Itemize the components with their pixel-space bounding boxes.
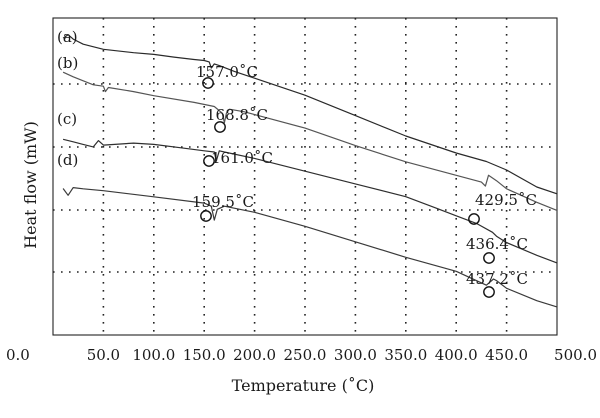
annotation-label: 159.5˚C	[192, 193, 254, 211]
annotation-marker	[468, 213, 480, 225]
annotation-label: 436.4˚C	[466, 235, 528, 253]
series-line	[62, 138, 558, 264]
annotation-label: 168.8˚C	[206, 106, 268, 124]
grid	[53, 18, 557, 335]
series-label: (d)	[57, 151, 78, 169]
annotation-label: 161.0˚C	[211, 149, 273, 167]
x-tick-label: 250.0	[284, 346, 327, 364]
series-label: (c)	[57, 110, 77, 128]
annotation-labels: 157.0˚C 168.8˚C 161.0˚C 159.5˚C 429.5˚C 436.4…	[192, 63, 537, 288]
annotation-label: 437.2˚C	[466, 270, 528, 288]
x-tick-label: 350.0	[384, 346, 427, 364]
series-label: (b)	[57, 54, 78, 72]
x-tick-label: 0.0	[6, 346, 30, 364]
x-tick-label: 500.0	[554, 346, 597, 364]
annotation-marker	[483, 252, 495, 264]
series-label: (a)	[57, 28, 78, 46]
x-axis-title: Temperature (˚C)	[232, 376, 375, 395]
x-tick-label: 450.0	[485, 346, 528, 364]
series-line	[62, 34, 558, 195]
curve-labels: (a) (b) (c) (d)	[57, 28, 78, 169]
x-tick-label: 200.0	[233, 346, 276, 364]
x-tick-label: 50.0	[87, 346, 120, 364]
annotation-label: 157.0˚C	[196, 63, 258, 81]
annotation-marker	[202, 77, 214, 89]
plot-border	[52, 17, 558, 336]
annotation-marker	[483, 286, 495, 298]
series-line	[62, 187, 558, 308]
annotation-marker	[214, 121, 226, 133]
x-tick-label: 400.0	[435, 346, 478, 364]
y-axis-title: Heat flow (mW)	[21, 121, 40, 249]
x-tick-label: 300.0	[334, 346, 377, 364]
x-tick-label: 100.0	[132, 346, 175, 364]
series-group	[62, 34, 558, 308]
annotation-marker	[203, 155, 215, 167]
annotation-marker	[200, 210, 212, 222]
annotation-markers	[200, 77, 495, 298]
x-tick-labels: 0.0 50.0 100.0 150.0 200.0 250.0 300.0 350.0 400…	[6, 346, 597, 364]
series-line	[62, 71, 558, 211]
annotation-label: 429.5˚C	[475, 191, 537, 209]
plot-frame	[52, 17, 558, 336]
x-tick-label: 150.0	[183, 346, 226, 364]
